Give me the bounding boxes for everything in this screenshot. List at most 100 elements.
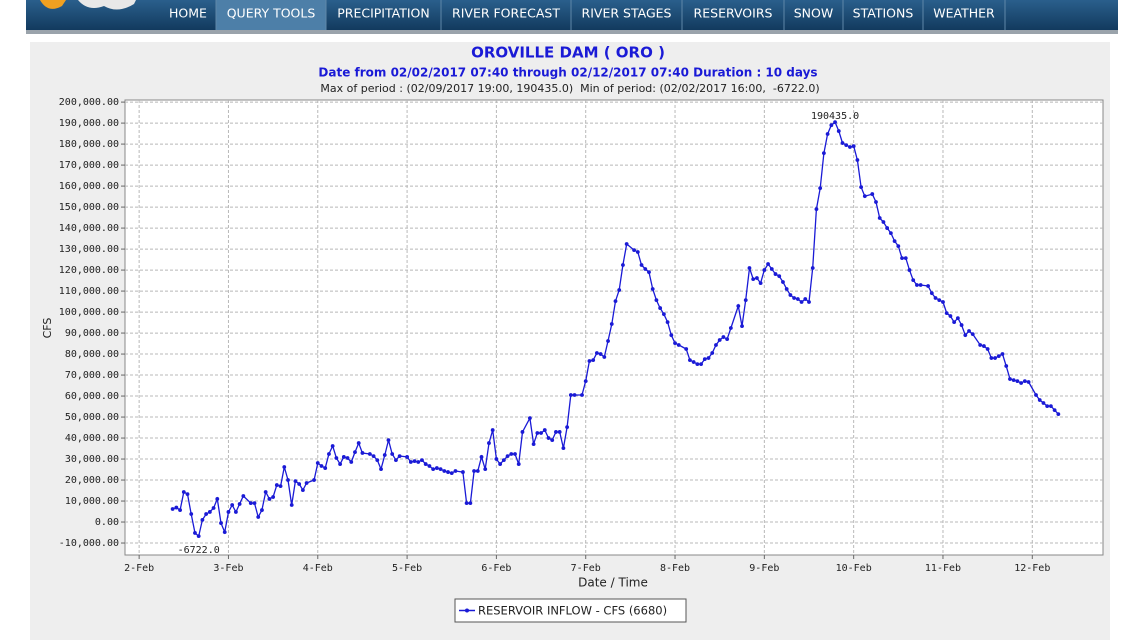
data-point: [918, 283, 923, 287]
y-tick-label: 80,000.00: [65, 349, 119, 360]
nav-item[interactable]: WEATHER: [933, 6, 995, 21]
nav-bar: [26, 0, 1118, 30]
data-point: [334, 456, 339, 460]
data-point: [747, 266, 752, 270]
data-point: [475, 469, 480, 473]
data-point: [755, 276, 759, 280]
nav-shadow: [26, 30, 1118, 34]
data-point: [717, 338, 722, 342]
data-point: [200, 518, 205, 522]
data-point: [408, 460, 413, 464]
data-point: [721, 335, 726, 339]
data-point: [1048, 404, 1053, 409]
x-tick-label: 10-Feb: [836, 563, 872, 574]
data-point: [881, 220, 886, 224]
data-point: [557, 430, 562, 434]
data-point: [587, 359, 592, 363]
data-point: [907, 268, 912, 272]
data-point: [568, 393, 573, 397]
data-point: [676, 343, 681, 347]
data-point: [836, 129, 841, 133]
data-point: [598, 352, 603, 356]
annotation: 190435.0: [811, 111, 859, 122]
data-point: [929, 291, 934, 296]
data-point: [609, 322, 614, 326]
data-point: [468, 501, 473, 506]
data-point: [341, 455, 346, 459]
data-point: [892, 239, 897, 243]
data-point: [438, 467, 443, 472]
data-point: [453, 469, 458, 473]
data-point: [193, 531, 197, 535]
data-point: [237, 502, 242, 506]
annotation: -6722.0: [178, 545, 220, 556]
data-point: [963, 333, 968, 338]
data-point: [970, 332, 975, 337]
y-tick-label: 110,000.00: [59, 286, 119, 297]
data-point: [304, 481, 309, 485]
data-point: [661, 312, 666, 317]
data-point: [222, 530, 227, 535]
nav-item[interactable]: RESERVOIRS: [694, 6, 773, 21]
nav-item[interactable]: RIVER FORECAST: [452, 6, 560, 21]
nav-item[interactable]: RIVER STAGES: [582, 6, 672, 21]
data-point: [643, 267, 648, 271]
data-point: [851, 144, 856, 149]
nav-item[interactable]: SNOW: [794, 6, 833, 21]
data-point: [621, 263, 625, 267]
data-point: [542, 428, 547, 432]
data-point: [844, 143, 849, 148]
data-point: [174, 505, 179, 510]
data-point: [594, 351, 599, 355]
nav-item[interactable]: PRECIPITATION: [337, 6, 430, 21]
data-point: [572, 393, 577, 397]
data-point: [252, 501, 257, 506]
data-point: [520, 430, 525, 434]
data-point: [505, 454, 510, 459]
data-point: [996, 354, 1001, 359]
data-point: [509, 452, 514, 456]
nav-item[interactable]: HOME: [169, 6, 207, 21]
data-point: [382, 453, 387, 457]
data-point: [338, 462, 343, 466]
data-point: [416, 460, 421, 464]
data-point: [1004, 364, 1009, 368]
x-tick-label: 5-Feb: [392, 563, 422, 574]
data-point: [870, 192, 875, 196]
data-point: [230, 503, 235, 507]
data-point: [803, 297, 808, 301]
data-point: [788, 293, 793, 297]
data-point: [810, 266, 815, 270]
data-point: [583, 379, 588, 384]
stats-line: Max of period : (02/09/2017 19:00, 19043…: [320, 82, 819, 95]
data-point: [531, 442, 536, 447]
data-point: [1011, 378, 1016, 382]
data-point: [554, 430, 558, 434]
y-tick-label: 70,000.00: [65, 370, 119, 381]
data-point: [330, 444, 335, 448]
data-point: [561, 446, 566, 451]
data-point: [874, 200, 878, 204]
nav-item[interactable]: QUERY TOOLS: [227, 6, 316, 21]
data-point: [204, 512, 209, 516]
data-point: [356, 441, 361, 445]
data-point: [777, 274, 782, 279]
data-point: [903, 256, 908, 261]
data-point: [848, 145, 852, 149]
data-point: [937, 298, 942, 302]
data-point: [371, 454, 376, 459]
y-axis-label: CFS: [41, 318, 54, 339]
data-point: [241, 494, 246, 498]
data-point: [915, 283, 919, 287]
data-point: [795, 297, 800, 301]
data-point: [993, 356, 997, 360]
data-point: [211, 506, 216, 510]
y-tick-label: 0.00: [95, 517, 119, 528]
data-point: [1019, 381, 1024, 385]
data-point: [282, 465, 287, 469]
data-point: [691, 360, 696, 364]
data-point: [751, 277, 756, 282]
data-point: [635, 250, 640, 254]
legend-label: RESERVOIR INFLOW - CFS (6680): [478, 604, 667, 618]
nav-item[interactable]: STATIONS: [853, 6, 914, 21]
